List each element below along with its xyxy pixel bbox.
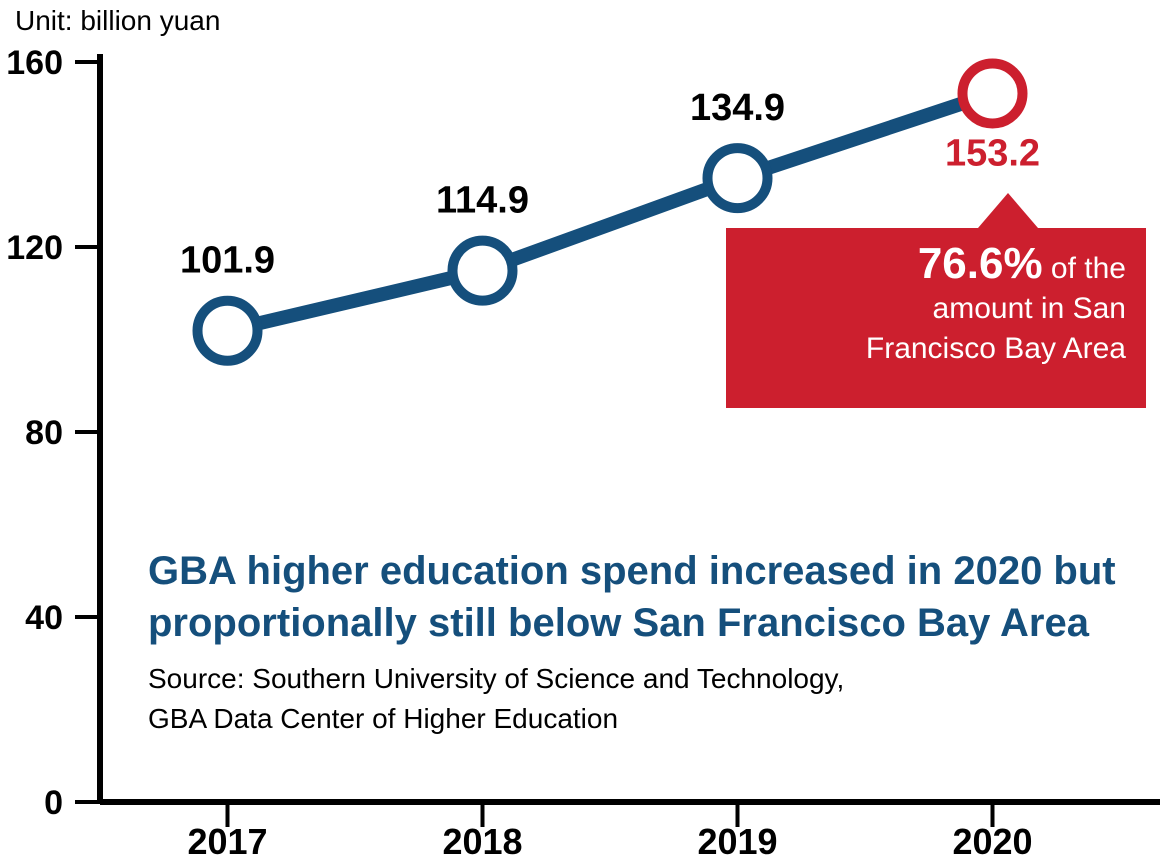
- callout-line-2: amount in San: [933, 292, 1126, 325]
- x-tick-label: 2019: [697, 821, 777, 862]
- value-label: 153.2: [945, 132, 1040, 174]
- line-chart: Unit: billion yuan 0 40 80 120 160 2017 2018 201…: [0, 0, 1162, 862]
- source-line-1: Source: Southern University of Science a…: [148, 663, 844, 694]
- y-tick-label: 120: [6, 229, 63, 267]
- chart-container: Unit: billion yuan 0 40 80 120 160 2017 2018 201…: [0, 0, 1162, 862]
- x-tick-label: 2017: [187, 821, 267, 862]
- data-marker: [963, 63, 1023, 123]
- value-label: 134.9: [690, 87, 785, 129]
- y-tick-label: 40: [25, 599, 63, 637]
- x-tick-label: 2020: [952, 821, 1032, 862]
- headline-line-2: proportionally still below San Francisco…: [148, 601, 1090, 645]
- callout-line-3: Francisco Bay Area: [866, 332, 1126, 365]
- data-marker: [198, 301, 258, 361]
- x-tick-label: 2018: [442, 821, 522, 862]
- value-label: 101.9: [180, 240, 275, 282]
- headline-line-1: GBA higher education spend increased in …: [148, 549, 1116, 593]
- y-tick-label: 160: [6, 44, 63, 82]
- data-marker: [708, 148, 768, 208]
- data-marker: [453, 241, 513, 301]
- unit-label: Unit: billion yuan: [15, 5, 220, 36]
- callout-arrow-icon: [978, 193, 1038, 228]
- y-tick-label: 0: [44, 784, 63, 822]
- value-label: 114.9: [436, 180, 529, 222]
- source-line-2: GBA Data Center of Higher Education: [148, 703, 618, 734]
- y-tick-label: 80: [25, 414, 63, 452]
